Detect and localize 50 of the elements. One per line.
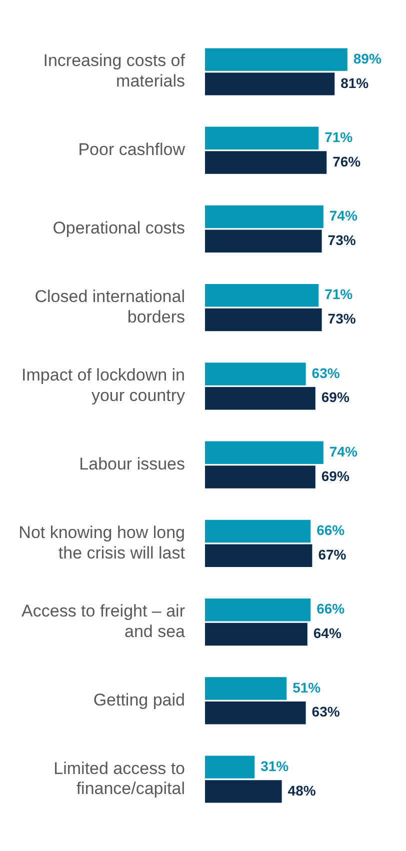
bar — [205, 622, 308, 646]
y-tick-label: Limited access to finance/capital — [54, 758, 185, 798]
data-label: 74% — [329, 208, 358, 224]
bar — [205, 308, 322, 332]
y-tick-label: Getting paid — [93, 690, 185, 710]
y-tick-label: Access to freight – air and sea — [22, 602, 186, 641]
data-label: 69% — [321, 468, 350, 484]
bar — [205, 284, 319, 307]
y-tick-label: Not knowing how long the crisis will last — [18, 522, 186, 562]
bar — [205, 387, 316, 410]
bar — [205, 520, 311, 543]
y-tick-label: Operational costs — [52, 218, 185, 238]
bar — [205, 362, 306, 386]
data-label: 51% — [292, 679, 322, 696]
data-label: 67% — [318, 546, 347, 562]
bar — [205, 598, 311, 622]
data-label: 69% — [321, 389, 350, 406]
data-label: 63% — [312, 704, 340, 720]
data-label: 66% — [316, 600, 346, 617]
bar — [205, 151, 327, 174]
data-label: 66% — [316, 522, 346, 538]
bar — [205, 677, 287, 700]
data-label: 76% — [332, 153, 362, 170]
bar — [205, 441, 324, 464]
bar — [205, 205, 324, 228]
bar — [205, 72, 335, 96]
data-label: 71% — [324, 129, 354, 146]
y-tick-label: Labour issues — [79, 454, 185, 474]
bar — [205, 126, 319, 150]
bar — [205, 466, 316, 488]
bar — [205, 702, 306, 724]
bar — [205, 48, 348, 71]
bar — [205, 756, 255, 778]
data-label: 81% — [340, 74, 370, 91]
y-tick-label: Poor cashflow — [78, 140, 186, 160]
data-label: 64% — [313, 625, 342, 642]
y-tick-label: Impact of lockdown in your country — [22, 366, 186, 406]
bar — [205, 780, 282, 803]
bar — [205, 544, 312, 567]
data-label: 63% — [312, 364, 340, 381]
bar — [205, 230, 322, 252]
data-label: 74% — [329, 443, 358, 460]
y-tick-label: Increasing costs of materials — [43, 51, 186, 91]
data-label: 71% — [324, 286, 354, 302]
data-label: 73% — [328, 232, 356, 248]
y-tick-label: Closed international borders — [34, 287, 185, 326]
data-label: 31% — [260, 758, 290, 774]
data-label: 48% — [288, 782, 316, 798]
data-label: 89% — [353, 50, 382, 66]
data-label: 73% — [328, 310, 356, 327]
